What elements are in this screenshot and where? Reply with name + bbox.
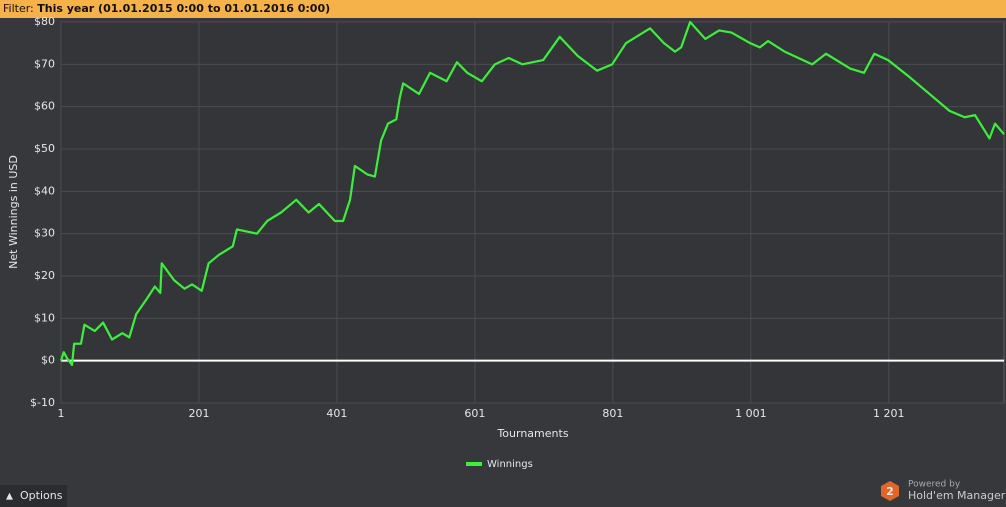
x-tick-label: 201 <box>188 407 209 420</box>
filter-value: This year (01.01.2015 0:00 to 01.01.2016… <box>37 2 331 15</box>
y-tick-label: $-10 <box>30 396 55 409</box>
y-tick-label: $60 <box>34 100 55 113</box>
y-axis-label: Net Winnings in USD <box>7 155 20 269</box>
x-tick-label: 801 <box>602 407 623 420</box>
options-label: Options <box>20 489 63 502</box>
y-tick-label: $50 <box>34 142 55 155</box>
y-tick-label: $40 <box>34 184 55 197</box>
y-tick-label: $80 <box>34 15 55 28</box>
options-button[interactable] <box>0 485 67 507</box>
powered-by: Powered by <box>908 480 961 490</box>
legend-swatch <box>466 462 482 466</box>
filter-bar[interactable]: Filter: This year (01.01.2015 0:00 to 01… <box>0 0 1006 18</box>
x-axis-label: Tournaments <box>496 427 568 440</box>
options-arrow: ▲ <box>6 492 13 502</box>
legend-label: Winnings <box>487 459 533 470</box>
y-tick-label: $10 <box>34 311 55 324</box>
plot-area <box>60 21 1005 404</box>
y-tick-label: $70 <box>34 57 55 70</box>
x-tick-label: 1 201 <box>873 407 905 420</box>
x-tick-label: 601 <box>464 407 485 420</box>
y-tick-label: $30 <box>34 227 55 240</box>
x-tick-label: 1 001 <box>735 407 767 420</box>
logo <box>881 481 899 501</box>
x-tick-label: 401 <box>326 407 347 420</box>
y-tick-label: $0 <box>41 354 55 367</box>
x-tick-label: 1 <box>58 407 65 420</box>
filter-label: Filter: <box>3 2 34 15</box>
brand: Hold'em Manager <box>908 489 1006 502</box>
logo-digit: 2 <box>886 485 894 498</box>
line-series <box>59 20 1005 366</box>
y-tick-label: $20 <box>34 269 55 282</box>
